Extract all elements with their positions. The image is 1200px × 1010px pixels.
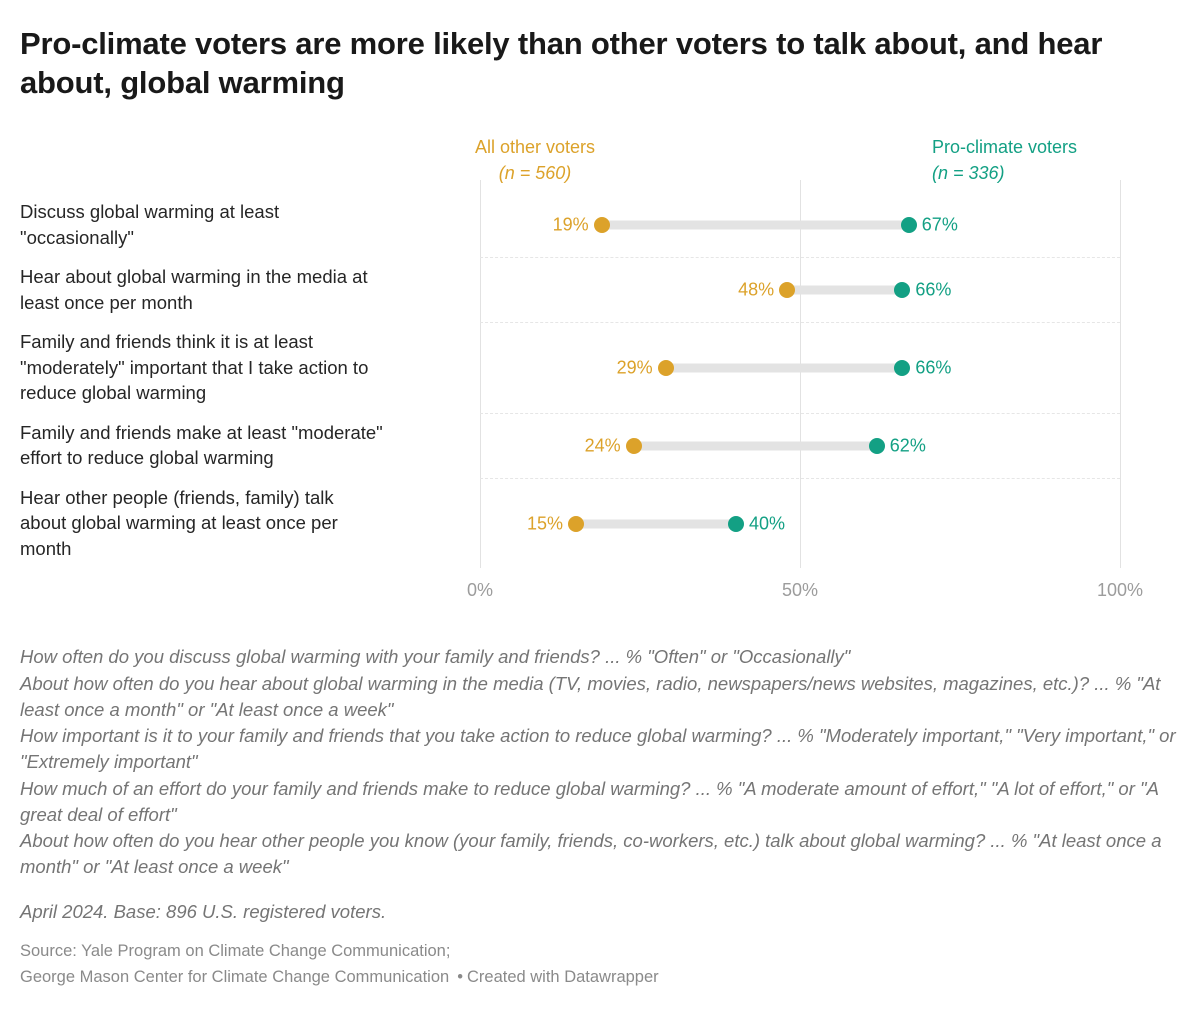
pro-value-label: 40% — [749, 513, 786, 533]
dumbbell-connector — [576, 519, 736, 528]
source-block: Source: Yale Program on Climate Change C… — [20, 939, 1180, 990]
pro-climate-dot — [894, 282, 911, 299]
dumbbell-row: 15% 40% — [480, 477, 1120, 569]
dumbbell-row: 29% 66% — [480, 322, 1120, 413]
dumbbell-connector — [633, 441, 877, 451]
pro-value-label: 66% — [915, 279, 952, 300]
other-value-label: 19% — [552, 214, 589, 235]
chart-row: Hear other people (friends, family) talk… — [20, 477, 1180, 569]
gridline-100 — [1120, 180, 1121, 569]
pro-value-label: 62% — [889, 435, 926, 456]
chart-rows: Discuss global warming at least "occasio… — [20, 180, 1180, 569]
other-value-label: 24% — [584, 435, 621, 456]
x-axis: 0% 50% 100% — [467, 574, 1143, 604]
pro-value-label: 67% — [921, 214, 958, 235]
legend: All other voters (n = 560) Pro-climate v… — [475, 134, 1120, 192]
gridlines — [480, 180, 1121, 569]
category-label: Hear about global warming in the media a… — [20, 266, 368, 313]
legend-other-voters: All other voters (n = 560) — [475, 134, 595, 186]
chart-title: Pro-climate voters are more likely than … — [20, 26, 1103, 101]
bullet-separator: • — [457, 967, 463, 986]
dumbbell-connector — [665, 363, 903, 373]
chart-row: Hear about global warming in the media a… — [20, 257, 1180, 322]
other-voters-dot — [593, 216, 610, 233]
other-voters-dot — [625, 437, 642, 454]
source-line-2: George Mason Center for Climate Change C… — [20, 965, 1180, 991]
dumbbell-connector — [787, 285, 903, 295]
pro-climate-dot — [900, 216, 917, 233]
other-value-label: 48% — [738, 279, 775, 300]
dumbbell-row: 24% 62% — [480, 412, 1120, 478]
other-value-label: 15% — [526, 513, 563, 533]
source-line-2-text: George Mason Center for Climate Change C… — [20, 967, 450, 986]
legend-pro-n: (n = 336) — [932, 163, 1005, 184]
base-note: April 2024. Base: 896 U.S. registered vo… — [20, 900, 387, 922]
other-voters-dot — [568, 515, 584, 532]
source-line-1: Source: Yale Program on Climate Change C… — [20, 941, 451, 960]
gridline-50 — [800, 180, 801, 569]
footnotes: How often do you discuss global warming … — [20, 644, 1180, 990]
footnote: How much of an effort do your family and… — [20, 777, 1159, 825]
chart-row: Discuss global warming at least "occasio… — [20, 192, 1180, 257]
footnote: How important is it to your family and f… — [20, 725, 1176, 773]
footnote: How often do you discuss global warming … — [20, 646, 851, 668]
legend-pro-climate-voters: Pro-climate voters (n = 336) — [932, 134, 1077, 186]
chart-row: Family and friends make at least "modera… — [20, 412, 1180, 478]
gridline-0 — [480, 180, 481, 569]
other-voters-dot — [657, 359, 674, 376]
datawrapper-attribution-link[interactable]: Created with Datawrapper — [466, 967, 659, 986]
other-value-label: 29% — [616, 357, 653, 378]
pro-climate-dot — [868, 437, 885, 454]
legend-other-n: (n = 560) — [498, 163, 572, 184]
dumbbell-row: 48% 66% — [480, 257, 1120, 322]
legend-other-label: All other voters — [474, 137, 596, 158]
footnote: About how often do you hear about global… — [20, 672, 1161, 720]
category-label: Family and friends think it is at least … — [20, 331, 369, 404]
x-tick-0: 0% — [466, 580, 494, 601]
dumbbell-chart: All other voters (n = 560) Pro-climate v… — [20, 134, 1180, 604]
dumbbell-connector — [601, 220, 909, 230]
x-tick-100: 100% — [1096, 580, 1144, 601]
dumbbell-row: 19% 67% — [480, 192, 1120, 257]
other-voters-dot — [779, 282, 796, 299]
footnote: About how often do you hear other people… — [20, 830, 1162, 878]
category-label: Hear other people (friends, family) talk… — [20, 486, 338, 559]
pro-climate-dot — [728, 515, 744, 532]
chart-row: Family and friends think it is at least … — [20, 322, 1180, 413]
pro-value-label: 66% — [915, 357, 952, 378]
legend-pro-label: Pro-climate voters — [932, 137, 1078, 158]
category-label: Family and friends make at least "modera… — [20, 421, 383, 469]
x-tick-50: 50% — [781, 580, 819, 601]
category-label: Discuss global warming at least "occasio… — [20, 201, 280, 248]
pro-climate-dot — [894, 359, 911, 376]
